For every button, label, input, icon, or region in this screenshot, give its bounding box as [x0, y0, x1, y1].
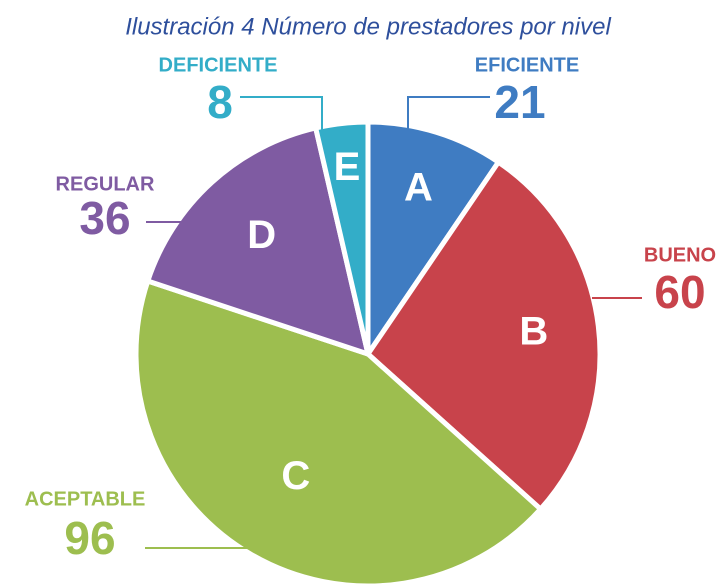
value-label: 8	[207, 76, 233, 128]
slice-letter: D	[247, 213, 276, 257]
category-label: DEFICIENTE	[159, 54, 278, 76]
slice-letter: B	[519, 309, 548, 353]
category-label: REGULAR	[56, 173, 155, 195]
pie-slice	[365, 119, 501, 357]
chart-title: Ilustración 4 Número de prestadores por …	[125, 13, 611, 40]
pie-slice	[365, 159, 603, 512]
value-label: 60	[654, 266, 705, 318]
pie-slice	[133, 278, 544, 584]
pie-slice	[313, 119, 371, 357]
pie-slice	[145, 125, 371, 357]
category-label: BUENO	[644, 244, 716, 266]
value-label: 21	[494, 76, 545, 128]
value-label: 96	[64, 512, 115, 564]
leader-line	[407, 96, 490, 132]
value-label: 36	[79, 192, 130, 244]
leader-line	[240, 96, 323, 138]
category-label: EFICIENTE	[475, 54, 579, 76]
slice-letter: A	[404, 165, 433, 209]
slice-letter: C	[281, 454, 310, 498]
category-label: ACEPTABLE	[25, 488, 146, 510]
slice-letter: E	[334, 145, 361, 189]
